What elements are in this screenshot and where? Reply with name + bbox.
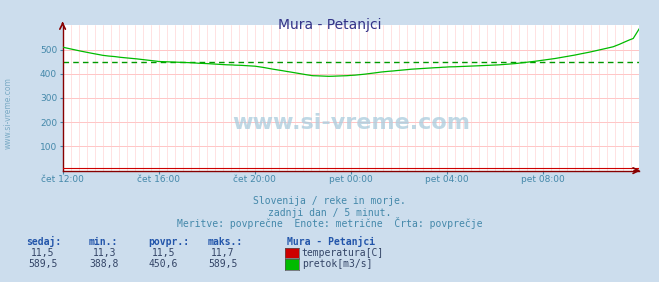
Text: Mura - Petanjci: Mura - Petanjci [287,236,375,247]
Text: Meritve: povprečne  Enote: metrične  Črta: povprečje: Meritve: povprečne Enote: metrične Črta:… [177,217,482,229]
Text: min.:: min.: [89,237,119,247]
Text: sedaj:: sedaj: [26,236,61,247]
Text: 11,5: 11,5 [31,248,55,258]
Text: zadnji dan / 5 minut.: zadnji dan / 5 minut. [268,208,391,218]
Text: 589,5: 589,5 [208,259,237,269]
Text: pretok[m3/s]: pretok[m3/s] [302,259,372,269]
Text: Slovenija / reke in morje.: Slovenija / reke in morje. [253,197,406,206]
Text: 589,5: 589,5 [28,259,57,269]
Text: www.si-vreme.com: www.si-vreme.com [3,77,13,149]
Text: maks.:: maks.: [208,237,243,247]
Text: 388,8: 388,8 [90,259,119,269]
Text: 11,7: 11,7 [211,248,235,258]
Text: www.si-vreme.com: www.si-vreme.com [232,113,470,133]
Text: Mura - Petanjci: Mura - Petanjci [277,18,382,32]
Text: 450,6: 450,6 [149,259,178,269]
Text: 11,3: 11,3 [92,248,116,258]
Text: povpr.:: povpr.: [148,237,189,247]
Text: 11,5: 11,5 [152,248,175,258]
Text: temperatura[C]: temperatura[C] [302,248,384,258]
